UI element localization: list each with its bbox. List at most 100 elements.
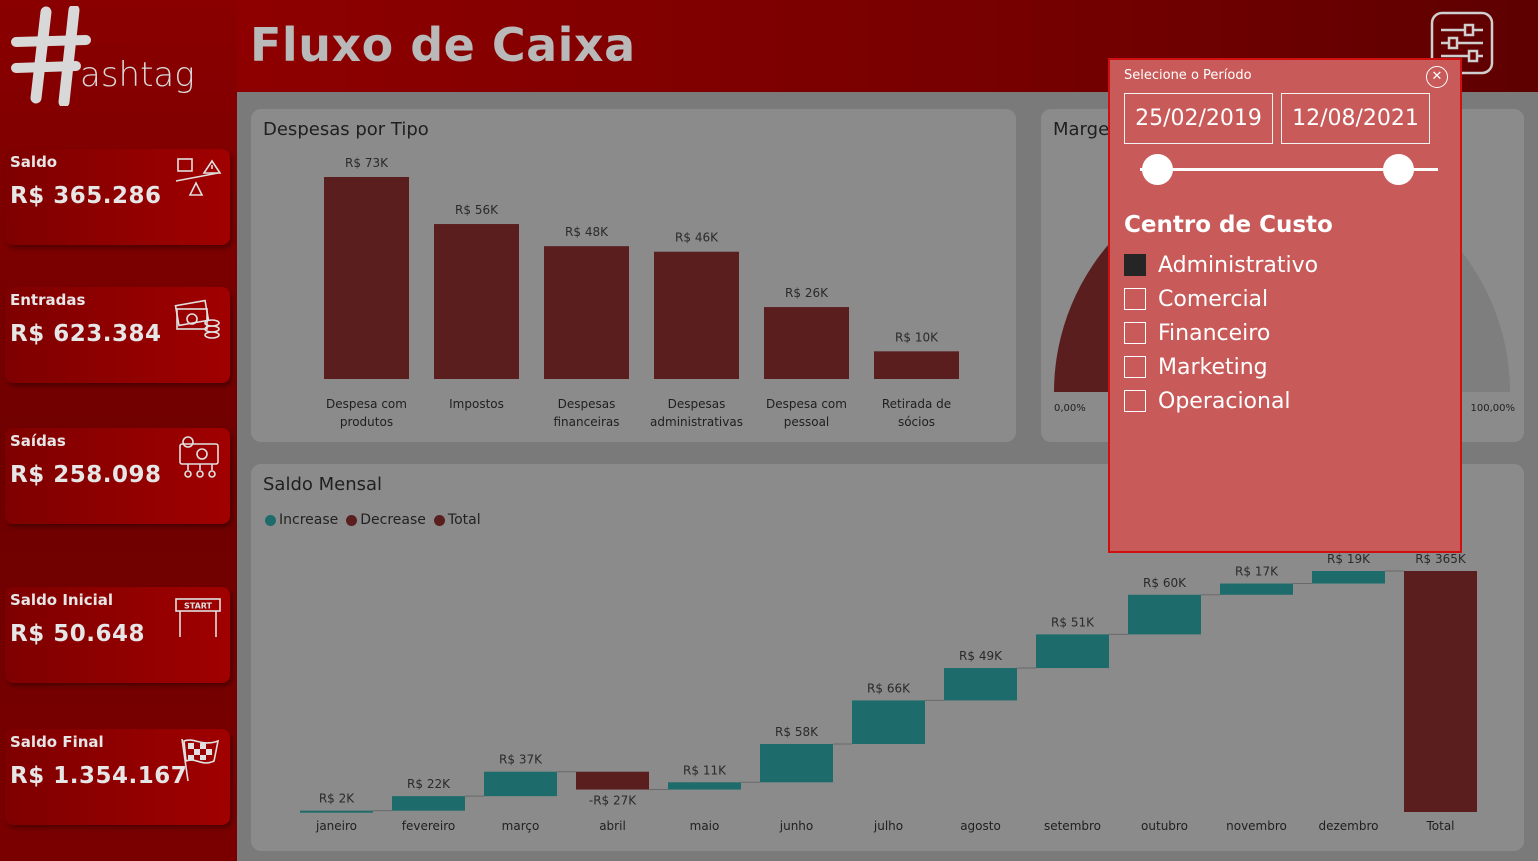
kpi-label: Saldo (10, 153, 58, 171)
checkbox[interactable] (1124, 390, 1146, 412)
legend-item-total: Total (433, 512, 481, 528)
category-label: Impostos (449, 397, 504, 411)
category-label: julho (873, 819, 903, 833)
start-date-input[interactable]: 25/02/2019 (1124, 93, 1273, 144)
data-label: R$ 17K (1235, 565, 1279, 579)
waterfall-bar-increase[interactable] (1036, 634, 1109, 669)
checkered-flag-icon (181, 738, 220, 782)
checkbox[interactable] (1124, 288, 1146, 310)
panel-title: Saldo Mensal (263, 474, 383, 495)
bar[interactable] (874, 351, 959, 379)
kpi-value: R$ 365.286 (10, 183, 162, 209)
page-title: Fluxo de Caixa (250, 18, 636, 72)
checkbox[interactable] (1124, 254, 1146, 276)
data-label: R$ 22K (407, 777, 451, 791)
waterfall-bar-increase[interactable] (668, 782, 741, 790)
category-label: agosto (960, 819, 1001, 833)
legend-item-increase: Increase (265, 512, 338, 528)
waterfall-bar-increase[interactable] (760, 743, 833, 783)
data-label: R$ 49K (959, 649, 1003, 663)
data-label: R$ 365K (1415, 552, 1467, 566)
bar[interactable] (654, 251, 739, 379)
waterfall-bar-increase[interactable] (1128, 594, 1201, 635)
kpi-card-saldo: Saldo R$ 365.286 (5, 149, 230, 245)
cost-center-item-financeiro[interactable]: Financeiro (1124, 316, 1318, 350)
bar[interactable] (434, 224, 519, 379)
kpi-card-saidas: Saídas R$ 258.098 (5, 428, 230, 524)
kpi-value: R$ 258.098 (10, 462, 162, 488)
cost-center-list: Administrativo Comercial Financeiro Mark… (1124, 248, 1318, 418)
waterfall-bar-increase[interactable] (944, 668, 1017, 701)
legend-label: Increase (279, 512, 339, 528)
waterfall-bar-increase[interactable] (300, 810, 373, 813)
category-label: Despesas financeiras (554, 397, 620, 429)
checkbox[interactable] (1124, 322, 1146, 344)
hashtag-logo: ashtag (11, 6, 195, 106)
legend-label: Total (447, 512, 481, 528)
kpi-card-saldo-inicial: Saldo Inicial R$ 50.648 START (5, 587, 230, 683)
cost-center-item-administrativo[interactable]: Administrativo (1124, 248, 1318, 282)
kpi-label: Saldo Inicial (10, 591, 114, 609)
category-label: Retirada de sócios (882, 397, 951, 429)
waterfall-bar-decrease[interactable] (576, 771, 649, 790)
cost-center-label: Operacional (1158, 388, 1291, 414)
close-icon[interactable]: ✕ (1426, 66, 1448, 88)
chart-legend: Increase Decrease Total (265, 512, 481, 528)
cost-center-title: Centro de Custo (1124, 212, 1333, 238)
category-label: junho (779, 819, 814, 833)
bar[interactable] (764, 307, 849, 379)
category-label: outubro (1141, 819, 1188, 833)
end-date-input[interactable]: 12/08/2021 (1281, 93, 1430, 144)
category-label-line: Despesas (668, 397, 726, 411)
data-label: R$ 73K (345, 156, 389, 170)
checkbox[interactable] (1124, 356, 1146, 378)
waterfall-bar-increase[interactable] (484, 771, 557, 797)
bar[interactable] (544, 246, 629, 379)
legend-item-decrease: Decrease (346, 512, 426, 528)
waterfall-bar-increase[interactable] (1220, 583, 1293, 595)
data-label: R$ 46K (675, 231, 719, 245)
category-label-line: Despesa com (766, 397, 847, 411)
data-label: R$ 10K (895, 330, 939, 344)
cost-center-item-comercial[interactable]: Comercial (1124, 282, 1318, 316)
money-out-icon (179, 436, 219, 478)
cost-center-label: Marketing (1158, 354, 1268, 380)
monthly-waterfall-chart: R$ 2K janeiro R$ 22K fevereiro R$ 37K março -R… (300, 552, 1477, 833)
waterfall-bar-increase[interactable] (852, 700, 925, 744)
filter-panel: Selecione o Período ✕ 25/02/2019 12/08/2… (1108, 58, 1462, 553)
kpi-label: Saídas (10, 432, 66, 450)
cost-center-item-operacional[interactable]: Operacional (1124, 384, 1318, 418)
category-label: dezembro (1319, 819, 1379, 833)
waterfall-bar-total[interactable] (1404, 571, 1477, 812)
data-label: R$ 51K (1051, 615, 1095, 629)
money-stack-icon (174, 299, 220, 339)
category-label: janeiro (315, 819, 357, 833)
category-label-line: administrativas (650, 415, 743, 429)
data-label: R$ 48K (565, 225, 609, 239)
waterfall-bar-increase[interactable] (1312, 571, 1385, 584)
kpi-card-entradas: Entradas R$ 623.384 (5, 287, 230, 383)
category-label: Despesa com produtos (326, 397, 407, 429)
filter-settings-icon[interactable] (1429, 10, 1495, 76)
legend-dot (346, 514, 358, 526)
category-label: novembro (1226, 819, 1287, 833)
gauge-max-label: 100,00% (1471, 403, 1516, 414)
kpi-value: R$ 623.384 (10, 321, 162, 347)
category-label: maio (690, 819, 720, 833)
kpi-label: Entradas (10, 291, 86, 309)
category-label: abril (599, 819, 626, 833)
category-label: Despesas administrativas (650, 397, 743, 429)
cost-center-label: Comercial (1158, 286, 1269, 312)
sidebar: ashtag Saldo R$ 365.286 Entradas R$ 623.… (0, 0, 237, 861)
range-start-handle[interactable] (1142, 154, 1173, 185)
waterfall-bar-increase[interactable] (392, 796, 465, 811)
category-label-line: financeiras (554, 415, 620, 429)
data-label: R$ 56K (455, 203, 499, 217)
cost-center-item-marketing[interactable]: Marketing (1124, 350, 1318, 384)
cost-center-label: Financeiro (1158, 320, 1271, 346)
range-end-handle[interactable] (1383, 154, 1414, 185)
category-label: setembro (1044, 819, 1101, 833)
bar[interactable] (324, 177, 409, 379)
data-label: R$ 58K (775, 725, 819, 739)
date-range-track[interactable] (1140, 168, 1438, 171)
